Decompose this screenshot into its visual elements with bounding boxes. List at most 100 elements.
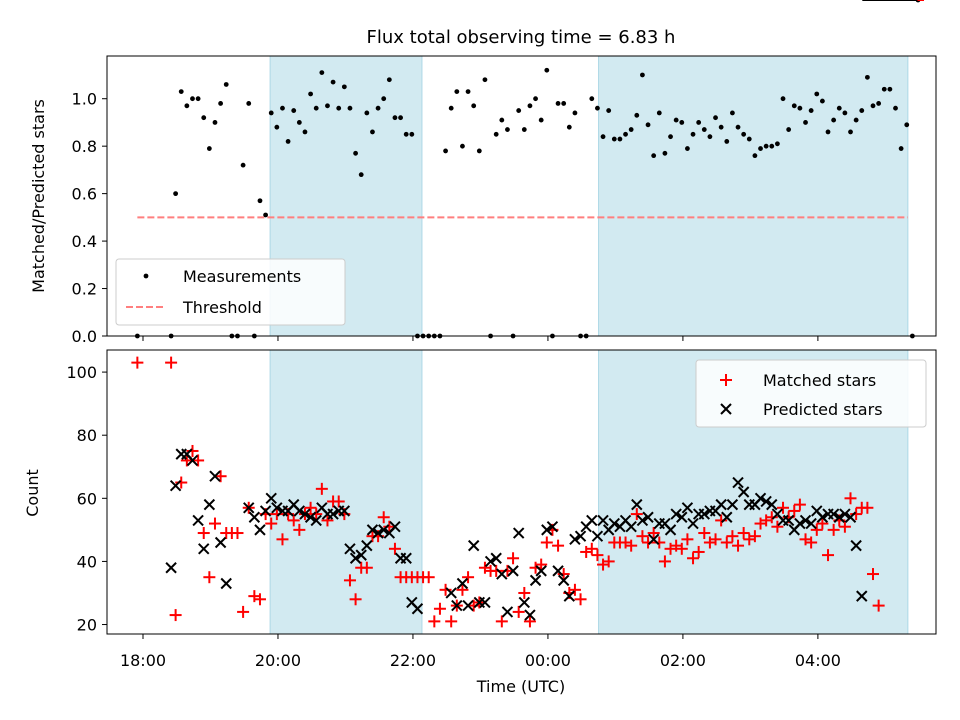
predicted-star-point <box>608 517 621 530</box>
measurement-point <box>679 120 685 125</box>
x-tick-label: 18:00 <box>120 651 166 670</box>
measurement-point <box>893 105 898 111</box>
predicted-star-point <box>512 527 525 539</box>
measurement-point <box>718 124 724 130</box>
matched-star-point <box>585 542 598 555</box>
predicted-star-point <box>856 590 868 602</box>
measurement-point <box>713 115 718 121</box>
measurement-point <box>313 105 319 111</box>
measurement-point <box>623 131 628 137</box>
matched-star-point <box>192 454 205 467</box>
predicted-star-point <box>844 511 857 523</box>
matched-star-point <box>748 530 761 543</box>
measurement-point <box>786 127 792 132</box>
measurement-point <box>628 127 634 132</box>
matched-star-point <box>507 552 520 565</box>
measurement-point <box>746 136 752 142</box>
measurement-point <box>285 139 291 144</box>
predicted-star-point <box>254 524 266 536</box>
measurement-point <box>819 98 825 104</box>
predicted-stars-points <box>165 0 918 621</box>
predicted-star-point <box>192 514 204 527</box>
predicted-star-point <box>850 539 862 552</box>
measurement-point <box>842 110 848 116</box>
matched-star-point <box>552 539 565 552</box>
matched-star-point <box>788 504 801 517</box>
matched-star-point <box>165 356 178 369</box>
matched-star-point <box>293 523 306 536</box>
predicted-star-point <box>248 511 261 523</box>
measurement-point <box>870 103 876 109</box>
predicted-star-point <box>490 552 502 564</box>
measurement-point <box>566 124 572 130</box>
matched-star-point <box>388 542 401 555</box>
measurement-point <box>218 101 224 106</box>
matched-star-point <box>822 549 835 562</box>
predicted-star-point <box>546 521 559 533</box>
predicted-star-point <box>209 470 221 482</box>
predicted-star-point <box>529 574 542 587</box>
matched-star-point <box>462 571 475 584</box>
measurement-point <box>831 117 837 123</box>
measurement-point <box>319 70 325 76</box>
matched-star-point <box>698 527 711 540</box>
matched-star-point <box>445 615 458 628</box>
bottom-y-tick-label: 60 <box>77 489 97 508</box>
predicted-star-point <box>299 508 311 520</box>
measurement-point <box>690 131 696 137</box>
bottom-y-tick-label: 40 <box>77 552 97 571</box>
matched-star-point <box>568 583 581 596</box>
measurement-point <box>505 127 510 132</box>
matched-star-point <box>377 511 390 524</box>
predicted-star-point <box>265 492 277 505</box>
matched-star-point <box>495 615 508 628</box>
matched-star-point <box>658 555 671 568</box>
top-y-axis: 0.0 0.2 0.4 0.6 0.8 1.0 <box>72 90 107 346</box>
predicted-star-point <box>754 492 767 505</box>
predicted-star-point <box>687 517 699 530</box>
matched-star-point <box>844 492 857 505</box>
top-y-tick-label: 0.2 <box>72 280 97 299</box>
measurement-point <box>381 96 387 102</box>
predicted-star-point <box>574 530 587 542</box>
matched-star-point <box>422 571 435 584</box>
predicted-star-point <box>496 568 508 580</box>
matched-star-point <box>625 539 638 552</box>
x-axis-label: Time (UTC) <box>476 677 565 696</box>
legend-matched-label: Matched stars <box>763 371 876 390</box>
measurement-point <box>791 103 797 109</box>
matched-star-point <box>777 501 790 514</box>
measurement-point <box>257 198 263 204</box>
predicted-star-point <box>366 524 379 536</box>
legend-matched-marker <box>720 374 732 386</box>
matched-star-point <box>602 555 615 568</box>
measurement-point <box>493 131 499 137</box>
measurement-point <box>730 110 735 116</box>
predicted-star-point <box>715 498 727 511</box>
matched-star-point <box>214 470 227 483</box>
measurement-point <box>876 101 882 106</box>
predicted-star-point <box>557 574 570 587</box>
predicted-star-point <box>833 511 845 523</box>
predicted-star-point <box>642 511 654 523</box>
matched-star-point <box>681 533 694 546</box>
predicted-star-point <box>507 565 519 577</box>
measurement-point <box>651 153 657 159</box>
predicted-star-point <box>479 596 491 609</box>
matched-star-point <box>208 517 221 530</box>
measurement-point <box>774 141 780 147</box>
predicted-star-point <box>220 577 232 590</box>
predicted-star-point <box>805 517 817 530</box>
matched-star-point <box>535 558 548 571</box>
matched-star-point <box>709 533 722 546</box>
top-y-axis-label: Matched/Predicted stars <box>29 99 48 293</box>
matched-star-point <box>287 514 300 527</box>
predicted-star-point <box>726 498 739 511</box>
predicted-star-point <box>698 508 710 520</box>
bottom-legend: Matched stars Predicted stars <box>695 359 927 428</box>
matched-star-point <box>636 530 649 543</box>
matched-star-point <box>737 527 750 540</box>
predicted-star-point <box>782 514 795 527</box>
measurement-point <box>668 134 673 140</box>
